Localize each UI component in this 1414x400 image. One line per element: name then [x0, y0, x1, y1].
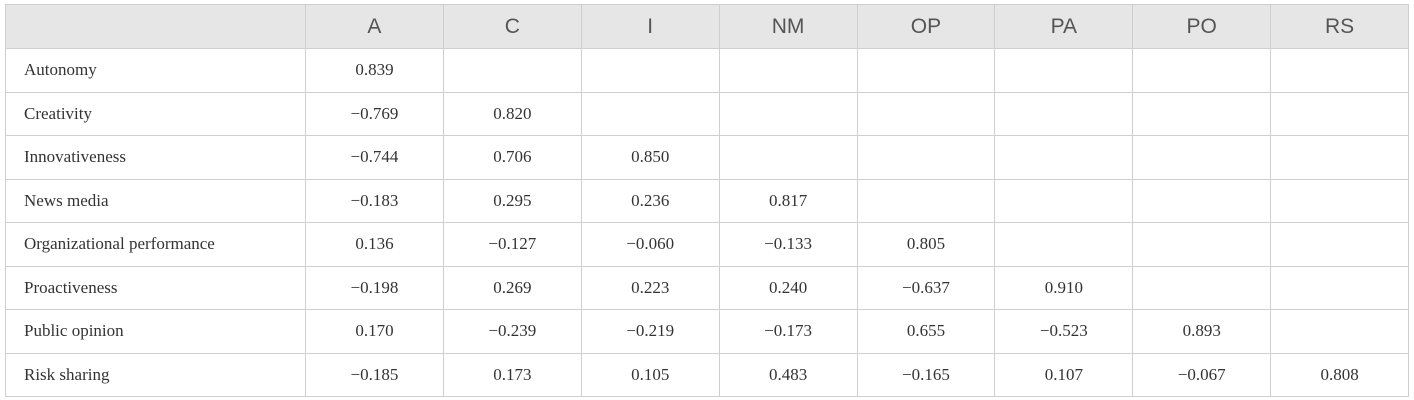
column-header: NM [718, 4, 858, 49]
value-cell: −0.523 [994, 309, 1134, 354]
value-cell: 0.805 [856, 222, 996, 267]
column-header: PO [1132, 4, 1272, 49]
value-cell: 0.820 [442, 91, 582, 136]
column-header: A [305, 4, 444, 49]
empty-cell [718, 91, 858, 136]
value-cell: 0.105 [580, 352, 720, 397]
value-cell: −0.219 [580, 309, 720, 354]
empty-cell [718, 48, 858, 93]
empty-cell [1270, 222, 1409, 267]
row-label: Organizational performance [5, 222, 306, 267]
table-row: Public opinion 0.170 −0.239 −0.219 −0.173 0.6… [5, 309, 1409, 354]
column-header: I [580, 4, 720, 49]
value-cell: −0.183 [305, 178, 444, 223]
empty-cell [580, 91, 720, 136]
empty-cell [1132, 135, 1272, 180]
value-cell: −0.067 [1132, 352, 1272, 397]
value-cell: 0.136 [305, 222, 444, 267]
value-cell: 0.170 [305, 309, 444, 354]
correlation-table: A C I NM OP PA PO RS Autonomy 0.839 Creativity −0.… [5, 4, 1409, 397]
row-label: Creativity [5, 91, 306, 136]
empty-cell [1132, 265, 1272, 310]
table-row: Creativity −0.769 0.820 [5, 91, 1409, 136]
value-cell: −0.637 [856, 265, 996, 310]
row-label: Risk sharing [5, 352, 306, 397]
value-cell: 0.173 [442, 352, 582, 397]
empty-cell [1132, 178, 1272, 223]
value-cell: −0.133 [718, 222, 858, 267]
row-label: News media [5, 178, 306, 223]
value-cell: 0.240 [718, 265, 858, 310]
table-row: News media −0.183 0.295 0.236 0.817 [5, 178, 1409, 223]
empty-cell [856, 91, 996, 136]
empty-cell [1270, 91, 1409, 136]
column-header: C [442, 4, 582, 49]
column-header: PA [994, 4, 1134, 49]
value-cell: 0.483 [718, 352, 858, 397]
table-row: Organizational performance 0.136 −0.127 −0.… [5, 222, 1409, 267]
table-row: Risk sharing −0.185 0.173 0.105 0.483 −0.165 0… [5, 352, 1409, 397]
table-row: Proactiveness −0.198 0.269 0.223 0.240 −0.637… [5, 265, 1409, 310]
table-row: Autonomy 0.839 [5, 48, 1409, 93]
column-header: RS [1270, 4, 1409, 49]
value-cell: 0.893 [1132, 309, 1272, 354]
header-row: A C I NM OP PA PO RS [5, 4, 1409, 49]
value-cell: −0.239 [442, 309, 582, 354]
empty-cell [580, 48, 720, 93]
empty-cell [856, 48, 996, 93]
empty-cell [1270, 265, 1409, 310]
empty-cell [1132, 222, 1272, 267]
table-row: Innovativeness −0.744 0.706 0.850 [5, 135, 1409, 180]
empty-cell [1132, 48, 1272, 93]
value-cell: 0.910 [994, 265, 1134, 310]
corner-cell [5, 4, 306, 49]
value-cell: −0.165 [856, 352, 996, 397]
row-label: Proactiveness [5, 265, 306, 310]
row-label: Autonomy [5, 48, 306, 93]
empty-cell [1270, 48, 1409, 93]
value-cell: 0.236 [580, 178, 720, 223]
value-cell: −0.127 [442, 222, 582, 267]
value-cell: 0.839 [305, 48, 444, 93]
value-cell: 0.808 [1270, 352, 1409, 397]
empty-cell [718, 135, 858, 180]
empty-cell [994, 222, 1134, 267]
value-cell: 0.706 [442, 135, 582, 180]
value-cell: 0.107 [994, 352, 1134, 397]
row-label: Public opinion [5, 309, 306, 354]
value-cell: −0.769 [305, 91, 444, 136]
empty-cell [1270, 309, 1409, 354]
value-cell: 0.223 [580, 265, 720, 310]
empty-cell [994, 48, 1134, 93]
empty-cell [994, 178, 1134, 223]
empty-cell [994, 135, 1134, 180]
value-cell: −0.185 [305, 352, 444, 397]
empty-cell [994, 91, 1134, 136]
value-cell: 0.850 [580, 135, 720, 180]
value-cell: −0.173 [718, 309, 858, 354]
column-header: OP [856, 4, 996, 49]
value-cell: 0.295 [442, 178, 582, 223]
row-label: Innovativeness [5, 135, 306, 180]
empty-cell [1270, 178, 1409, 223]
empty-cell [1132, 91, 1272, 136]
value-cell: 0.817 [718, 178, 858, 223]
value-cell: −0.744 [305, 135, 444, 180]
value-cell: −0.060 [580, 222, 720, 267]
empty-cell [856, 135, 996, 180]
empty-cell [442, 48, 582, 93]
value-cell: 0.655 [856, 309, 996, 354]
empty-cell [856, 178, 996, 223]
value-cell: 0.269 [442, 265, 582, 310]
value-cell: −0.198 [305, 265, 444, 310]
empty-cell [1270, 135, 1409, 180]
